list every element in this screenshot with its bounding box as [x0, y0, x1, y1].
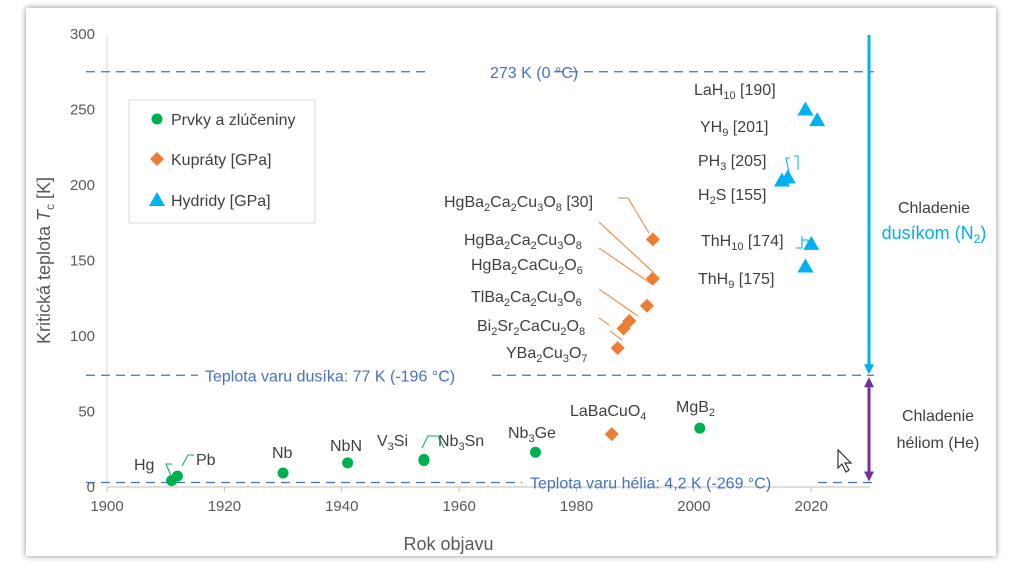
- point-annotation-label: NbN: [330, 438, 362, 455]
- point-annotation-label: H2​S [155]: [698, 187, 766, 207]
- y-tick-label: 100: [70, 328, 95, 345]
- annotation-leader-line: [609, 330, 623, 341]
- data-point-circle: [529, 446, 541, 458]
- point-annotation-label: Nb3​Ge: [508, 425, 556, 445]
- point-annotation-label: LaH10​ [190]: [694, 82, 776, 102]
- point-annotation-label: ThH10​ [174]: [701, 233, 784, 253]
- data-point-circle: [171, 470, 183, 482]
- legend-entry-label: Kupráty [GPa]: [171, 152, 272, 169]
- point-annotation-label: Hg: [134, 457, 154, 474]
- point-annotation-label: MgB2​: [676, 399, 715, 419]
- data-point-diamond: [610, 341, 625, 356]
- point-annotation-label: HgBa2​Ca2​Cu3​O8​: [464, 232, 582, 252]
- y-tick-label: 0: [87, 479, 95, 496]
- y-tick-label: 50: [78, 404, 95, 421]
- chart-frame: 0 50 100 150 200 250 300 1900 1920 1940 1960 1980 20…: [26, 8, 996, 556]
- legend-marker-triangle: [149, 192, 165, 206]
- data-point-diamond: [645, 271, 660, 286]
- reference-line-label: Teplota varu dusíka: 77 K (-196 °C): [205, 368, 455, 385]
- annotation-leader-line: [598, 288, 639, 317]
- data-point-diamond: [639, 298, 654, 313]
- data-point-diamond: [622, 313, 637, 328]
- data-point-triangle: [797, 101, 814, 116]
- data-point-triangle: [803, 235, 820, 250]
- legend-entry-label: Hydridy [GPa]: [171, 193, 271, 210]
- x-tick-label: 1960: [442, 498, 475, 515]
- nitrogen-label-line1: Chladenie: [898, 200, 970, 217]
- annotation-leader-line: [421, 435, 434, 449]
- data-point-circle: [418, 453, 430, 465]
- helium-arrow-head-bottom: [864, 471, 874, 482]
- reference-line-label: Teplota varu hélia: 4,2 K (-269 °C): [530, 475, 771, 492]
- annotation-leader-line: [618, 197, 650, 234]
- data-point-circle: [694, 422, 706, 434]
- annotation-leader-line: [598, 317, 610, 326]
- point-annotation-label: Pb: [196, 452, 216, 469]
- data-point-triangle: [797, 258, 814, 273]
- x-axis-title: Rok objavu: [403, 534, 493, 554]
- x-tick-label: 2020: [795, 498, 828, 515]
- point-annotation-label: HgBa2​CaCu2​O6​: [471, 257, 583, 277]
- x-tick-label: 1920: [208, 498, 241, 515]
- reference-line-label: 273 K (0 °C): [490, 65, 578, 82]
- legend-marker-circle: [151, 113, 163, 125]
- point-annotation-label: LaBaCuO4​: [570, 403, 646, 423]
- point-annotation-label: Nb: [272, 445, 293, 462]
- x-tick-label: 2000: [677, 498, 710, 515]
- annotation-leader-line: [598, 247, 654, 286]
- data-point-circle: [277, 467, 289, 479]
- nitrogen-label-line2: dusíkom (N2): [882, 223, 987, 246]
- point-annotation-label: PH3​ [205]: [698, 153, 766, 173]
- y-tick-label: 250: [70, 102, 95, 119]
- data-point-triangle: [809, 112, 826, 127]
- annotation-leader-line: [794, 155, 799, 170]
- point-annotation-label: V3​Si: [377, 433, 408, 453]
- scatter-chart: 0 50 100 150 200 250 300 1900 1920 1940 1960 1980 20…: [34, 26, 987, 554]
- y-tick-label: 200: [70, 177, 95, 194]
- nitrogen-arrow-head: [864, 364, 874, 375]
- annotation-leader-line: [181, 454, 194, 467]
- data-point-triangle: [779, 169, 796, 184]
- helium-label-line1: Chladenie: [902, 408, 974, 425]
- point-annotation-label: TlBa2​Ca2​Cu3​O6​: [471, 289, 582, 309]
- annotation-leader-line: [796, 236, 803, 249]
- y-axis-title: Kritická teplota Tc [K]: [34, 177, 57, 344]
- x-tick-label: 1900: [90, 498, 123, 515]
- data-point-circle: [342, 457, 354, 469]
- helium-arrow-head-top: [864, 377, 874, 388]
- annotation-leader-line: [598, 221, 654, 273]
- x-tick-label: 1940: [325, 498, 358, 515]
- point-annotation-label: HgBa2​Ca2​Cu3​O8​ [30]: [444, 194, 593, 214]
- point-annotation-label: ThH9​ [175]: [698, 271, 774, 291]
- y-tick-label: 150: [70, 253, 95, 270]
- mouse-cursor-icon: [837, 448, 853, 473]
- point-annotation-label: Bi2​Sr2​CaCu2​O8​: [477, 318, 585, 338]
- annotation-leader-line: [165, 463, 173, 479]
- data-point-diamond: [645, 232, 660, 247]
- legend-marker-diamond: [150, 152, 164, 166]
- data-point-diamond: [604, 427, 619, 442]
- helium-label-line2: héliom (He): [897, 435, 980, 452]
- point-annotation-label: YBa2​Cu3​O7​: [506, 345, 588, 365]
- legend-entry-label: Prvky a zlúčeniny: [171, 112, 296, 129]
- x-tick-label: 1980: [560, 498, 593, 515]
- annotation-leader-line: [432, 435, 445, 449]
- y-tick-label: 300: [70, 26, 95, 43]
- point-annotation-label: Nb3​Sn: [438, 433, 484, 453]
- point-annotation-label: YH9​ [201]: [700, 119, 768, 139]
